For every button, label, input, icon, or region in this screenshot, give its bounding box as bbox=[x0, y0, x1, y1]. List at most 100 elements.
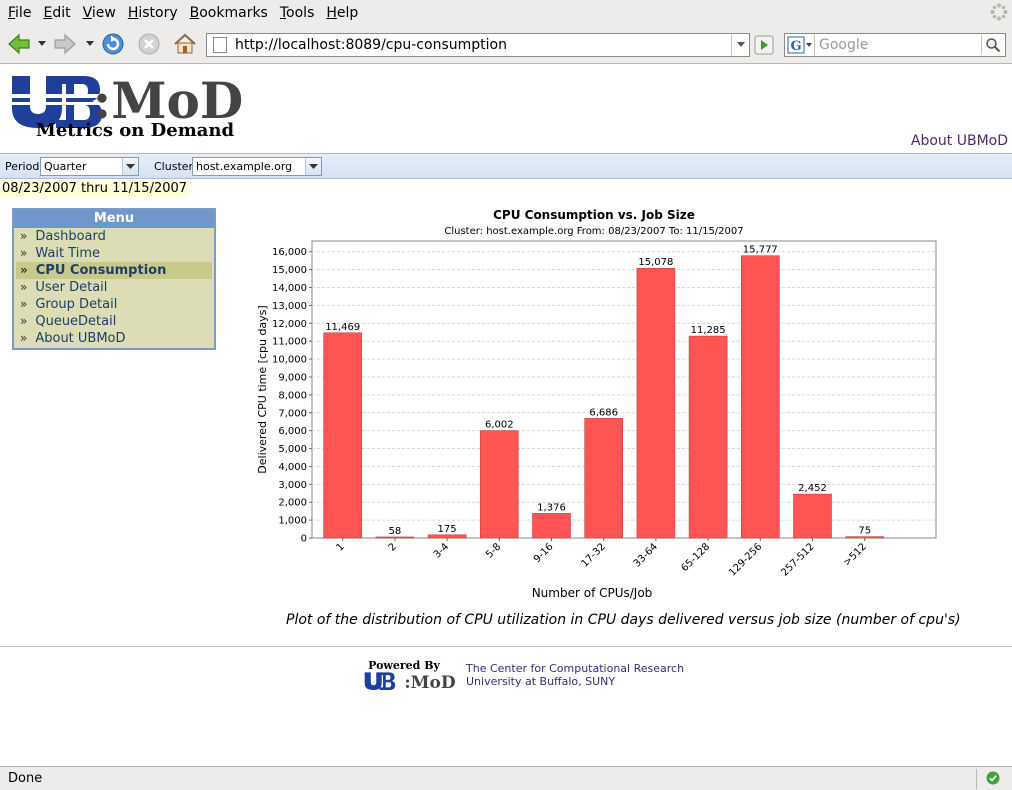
ccr-line-1[interactable]: The Center for Computational Research bbox=[466, 662, 685, 675]
x-tick-label: >512 bbox=[842, 541, 869, 568]
about-ubmod-link[interactable]: About UBMoD bbox=[910, 133, 1008, 149]
cluster-select[interactable]: host.example.org bbox=[192, 157, 322, 176]
y-axis-label: Delivered CPU time [cpu days] bbox=[256, 305, 269, 473]
x-tick-label: 65-128 bbox=[679, 541, 712, 574]
menu-item-label: User Detail bbox=[35, 280, 108, 295]
menu-help[interactable]: Help bbox=[326, 5, 359, 21]
y-tick-label: 11,000 bbox=[272, 337, 307, 348]
throbber-icon bbox=[990, 3, 1008, 21]
menu-item-label: Dashboard bbox=[35, 229, 106, 244]
bar-2 bbox=[375, 536, 415, 539]
bar-257-512 bbox=[793, 493, 832, 539]
menu-edit[interactable]: Edit bbox=[43, 5, 71, 21]
search-bar[interactable]: G bbox=[784, 33, 1006, 57]
side-menu-title: Menu bbox=[14, 210, 214, 228]
svg-text:G: G bbox=[790, 39, 801, 54]
menu-bullet-icon: » bbox=[20, 229, 28, 243]
menu-item-about-ubmod[interactable]: » About UBMoD bbox=[16, 330, 212, 347]
menu-tools[interactable]: Tools bbox=[279, 5, 315, 21]
search-engine-selector[interactable]: G bbox=[785, 34, 815, 56]
menu-bullet-icon: » bbox=[20, 331, 28, 345]
stop-icon[interactable] bbox=[136, 31, 162, 57]
ccr-line-2[interactable]: University at Buffalo, SUNY bbox=[466, 675, 616, 688]
search-input[interactable] bbox=[815, 36, 975, 54]
y-tick-label: 14,000 bbox=[272, 283, 307, 294]
bar-value-label: 6,686 bbox=[589, 407, 618, 418]
x-tick-label: 17-32 bbox=[579, 541, 607, 569]
powered-by-text: Powered By bbox=[368, 659, 440, 672]
y-tick-label: 15,000 bbox=[272, 265, 307, 276]
bar-17-32 bbox=[584, 418, 624, 539]
forward-arrow-icon[interactable] bbox=[52, 31, 78, 57]
menu-item-group-detail[interactable]: » Group Detail bbox=[16, 296, 212, 313]
search-button[interactable] bbox=[981, 35, 1003, 55]
menu-history[interactable]: History bbox=[127, 5, 178, 21]
x-tick-label: 2 bbox=[387, 541, 399, 553]
menu-view[interactable]: View bbox=[82, 5, 116, 21]
bar-value-label: 6,002 bbox=[485, 420, 514, 431]
url-input[interactable] bbox=[235, 35, 731, 55]
period-label: Period: bbox=[5, 160, 44, 173]
bar-129-256 bbox=[740, 255, 780, 539]
menu-item-queuedetail[interactable]: » QueueDetail bbox=[16, 313, 212, 330]
url-history-dropdown[interactable] bbox=[731, 34, 749, 56]
y-tick-label: 8,000 bbox=[278, 390, 307, 401]
page-icon bbox=[213, 37, 227, 53]
y-tick-label: 6,000 bbox=[278, 426, 307, 437]
x-tick-label: 9-16 bbox=[532, 541, 556, 565]
cluster-dropdown-arrow[interactable] bbox=[305, 158, 321, 175]
menu-bullet-icon: » bbox=[20, 280, 28, 294]
x-tick-label: 3-4 bbox=[432, 541, 451, 560]
cluster-value: host.example.org bbox=[196, 160, 293, 173]
bar-value-label: 175 bbox=[438, 524, 457, 535]
menu-item-label: About UBMoD bbox=[35, 331, 126, 346]
chart-caption: Plot of the distribution of CPU utilizat… bbox=[286, 612, 961, 628]
menu-bullet-icon: » bbox=[20, 314, 28, 328]
side-menu: Menu » Dashboard » Wait Time » CPU Consumptio… bbox=[12, 208, 216, 350]
x-tick-label: 5-8 bbox=[484, 541, 503, 560]
secure-check-icon bbox=[986, 771, 1000, 785]
menu-item-label: Group Detail bbox=[35, 297, 118, 312]
menu-bookmarks[interactable]: Bookmarks bbox=[189, 5, 268, 21]
period-dropdown-arrow[interactable] bbox=[122, 158, 138, 175]
ub-logo-mark bbox=[10, 76, 104, 128]
home-icon[interactable] bbox=[172, 31, 198, 57]
date-range: 08/23/2007 thru 11/15/2007 bbox=[0, 180, 190, 198]
y-tick-label: 1,000 bbox=[278, 516, 307, 527]
y-tick-label: 4,000 bbox=[278, 462, 307, 473]
menu-file[interactable]: File bbox=[8, 5, 32, 21]
menu-item-label: QueueDetail bbox=[35, 314, 117, 329]
bar-value-label: 58 bbox=[389, 526, 402, 537]
footer-divider bbox=[0, 646, 1012, 647]
svg-text::MoD: :MoD bbox=[404, 673, 455, 690]
menu-item-dashboard[interactable]: » Dashboard bbox=[16, 228, 212, 245]
go-arrow-icon[interactable] bbox=[754, 35, 774, 55]
chevron-down-icon bbox=[309, 163, 318, 169]
back-arrow-icon[interactable] bbox=[6, 31, 32, 57]
x-tick-label: 257-512 bbox=[779, 541, 816, 578]
forward-history-dropdown-icon[interactable] bbox=[86, 41, 94, 47]
powered-by-ubmod-logo: Powered By :MoD bbox=[364, 659, 456, 690]
period-select[interactable]: Quarter bbox=[40, 157, 139, 176]
y-tick-label: 9,000 bbox=[278, 372, 307, 383]
bar-33-64 bbox=[636, 267, 676, 539]
menu-item-cpu-consumption[interactable]: » CPU Consumption bbox=[16, 262, 212, 279]
x-axis-label: Number of CPUs/Job bbox=[532, 586, 653, 600]
y-tick-label: 3,000 bbox=[278, 480, 307, 491]
y-tick-label: 5,000 bbox=[278, 444, 307, 455]
logo-subtitle: Metrics on Demand bbox=[36, 120, 235, 141]
bar-1 bbox=[323, 332, 362, 539]
navigation-toolbar: G bbox=[0, 26, 1012, 64]
menu-bullet-icon: » bbox=[20, 246, 28, 260]
bar-3-4 bbox=[427, 534, 467, 539]
x-tick-label: 33-64 bbox=[632, 541, 660, 569]
address-bar[interactable] bbox=[206, 33, 750, 57]
bar-value-label: 15,078 bbox=[638, 257, 673, 268]
y-tick-label: 13,000 bbox=[272, 301, 307, 312]
chart-svg: CPU Consumption vs. Job Size Cluster: ho… bbox=[256, 208, 937, 600]
plot-area bbox=[311, 240, 937, 539]
back-history-dropdown-icon[interactable] bbox=[38, 41, 46, 47]
menu-item-user-detail[interactable]: » User Detail bbox=[16, 279, 212, 296]
reload-icon[interactable] bbox=[100, 31, 126, 57]
menu-item-wait-time[interactable]: » Wait Time bbox=[16, 245, 212, 262]
